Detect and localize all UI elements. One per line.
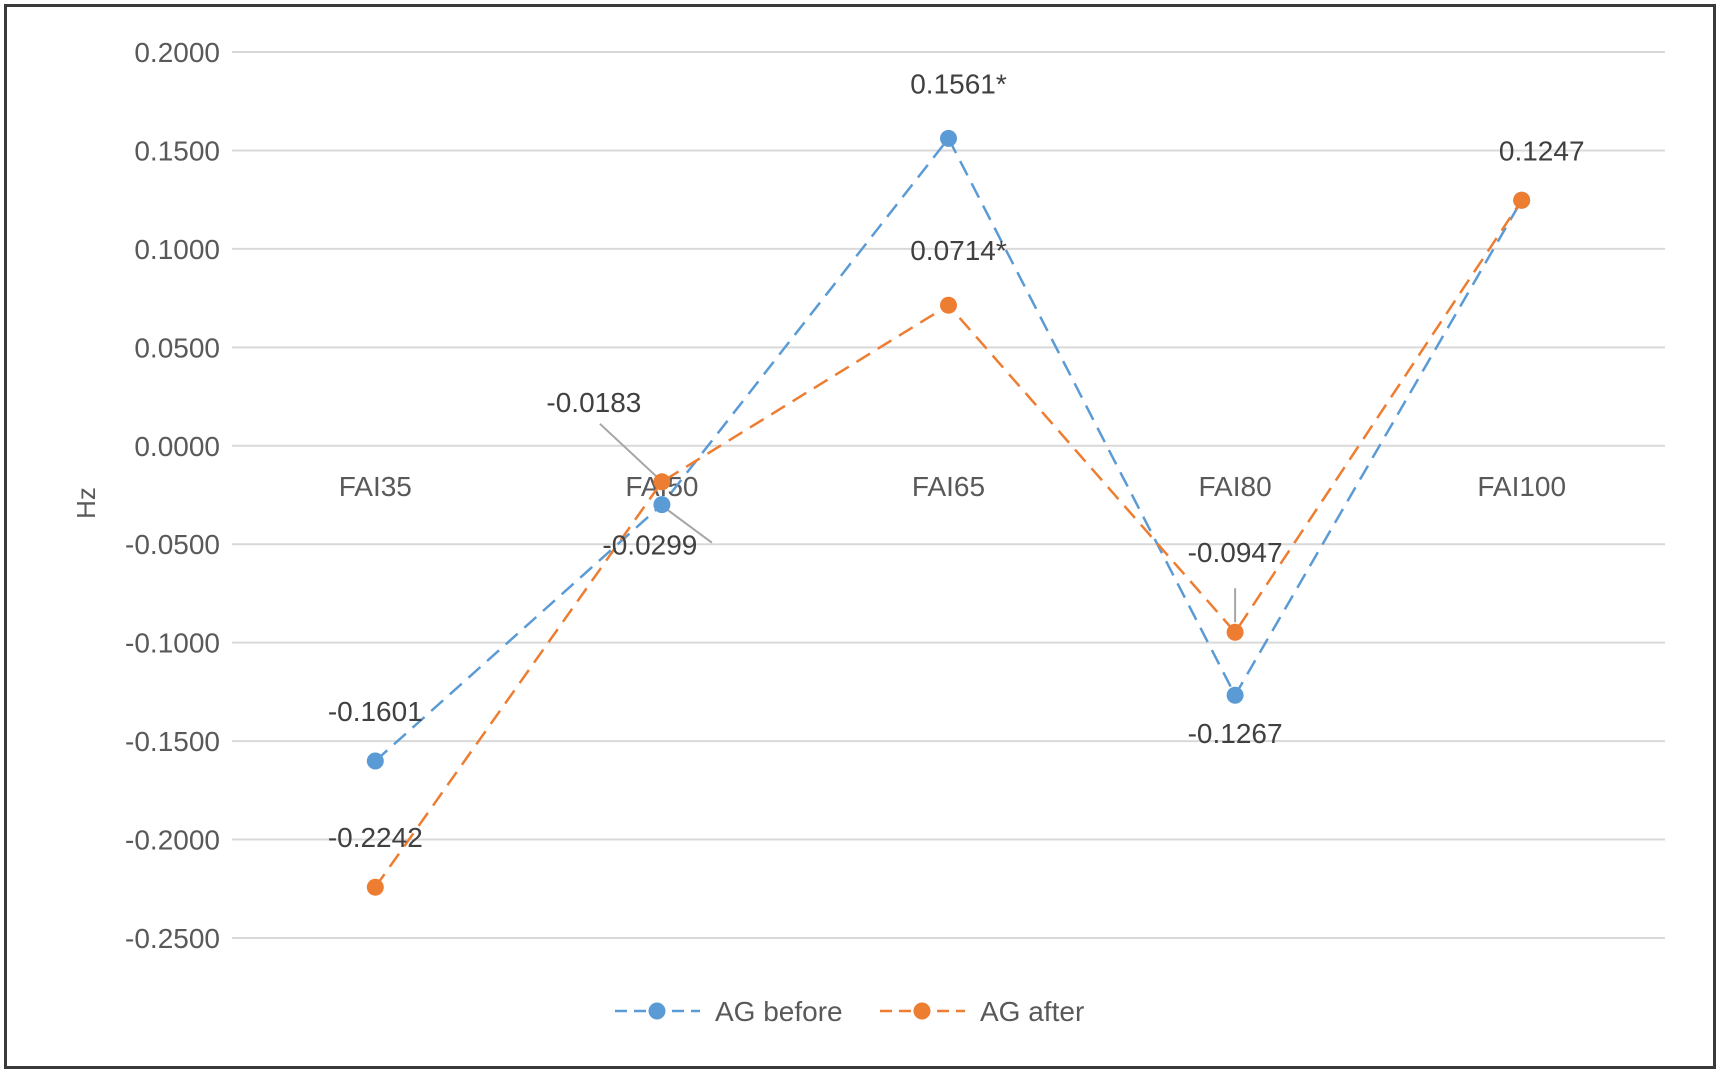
y-tick-label: -0.0500 <box>125 529 220 560</box>
x-category-label: FAI35 <box>339 471 412 502</box>
data-point <box>1226 623 1244 641</box>
data-point <box>1513 191 1531 209</box>
data-point <box>940 296 957 314</box>
series-group <box>366 129 1531 896</box>
data-label: -0.0947 <box>1188 537 1283 568</box>
data-label: -0.1267 <box>1188 718 1283 749</box>
y-axis-tick-labels: 0.2000 0.1500 0.1000 0.0500 0.0000 -0.0500 -0.… <box>125 37 220 954</box>
data-label: -0.2242 <box>328 822 423 853</box>
leader-line <box>665 507 713 544</box>
data-point <box>653 473 671 491</box>
series-line <box>374 136 1523 762</box>
y-tick-label: 0.2000 <box>134 37 220 68</box>
x-category-label: FAI65 <box>912 471 985 502</box>
y-tick-label: -0.1500 <box>125 726 220 757</box>
data-label: 0.1561* <box>910 68 1007 99</box>
label-leader-lines <box>599 423 1237 623</box>
data-point <box>653 496 671 514</box>
legend-label: AG before <box>715 996 843 1027</box>
data-point <box>366 878 384 896</box>
data-label: 0.1247 <box>1499 135 1585 166</box>
gridlines <box>232 51 1665 939</box>
x-category-label: FAI100 <box>1477 471 1566 502</box>
data-label: -0.0299 <box>602 530 697 561</box>
data-label: -0.1601 <box>328 696 423 727</box>
legend-label: AG after <box>980 996 1084 1027</box>
y-tick-label: -0.2000 <box>125 825 220 856</box>
y-tick-label: 0.1500 <box>134 135 220 166</box>
legend: AG before AG after <box>615 996 1084 1027</box>
x-category-label: FAI80 <box>1199 471 1272 502</box>
y-axis-label: Hz <box>71 487 101 519</box>
data-labels: -0.1601 -0.0299 0.1561* -0.1267 -0.2242 -0.01… <box>328 68 1585 853</box>
y-tick-label: 0.0000 <box>134 431 220 462</box>
data-label: 0.0714* <box>910 235 1007 266</box>
y-tick-label: 0.0500 <box>134 332 220 363</box>
y-tick-label: -0.1000 <box>125 628 220 659</box>
data-point <box>1226 686 1244 704</box>
y-tick-label: 0.1000 <box>134 234 220 265</box>
data-point <box>366 752 384 770</box>
y-tick-label: -0.2500 <box>125 923 220 954</box>
data-label: -0.0183 <box>546 387 641 418</box>
chart-frame <box>4 4 1716 1069</box>
legend-swatch-marker <box>648 1002 666 1020</box>
leader-line <box>599 423 659 479</box>
legend-swatch-marker <box>913 1002 931 1020</box>
x-axis-category-labels: FAI35FAI50FAI65FAI80FAI100 <box>339 471 1566 502</box>
data-point <box>940 129 957 147</box>
